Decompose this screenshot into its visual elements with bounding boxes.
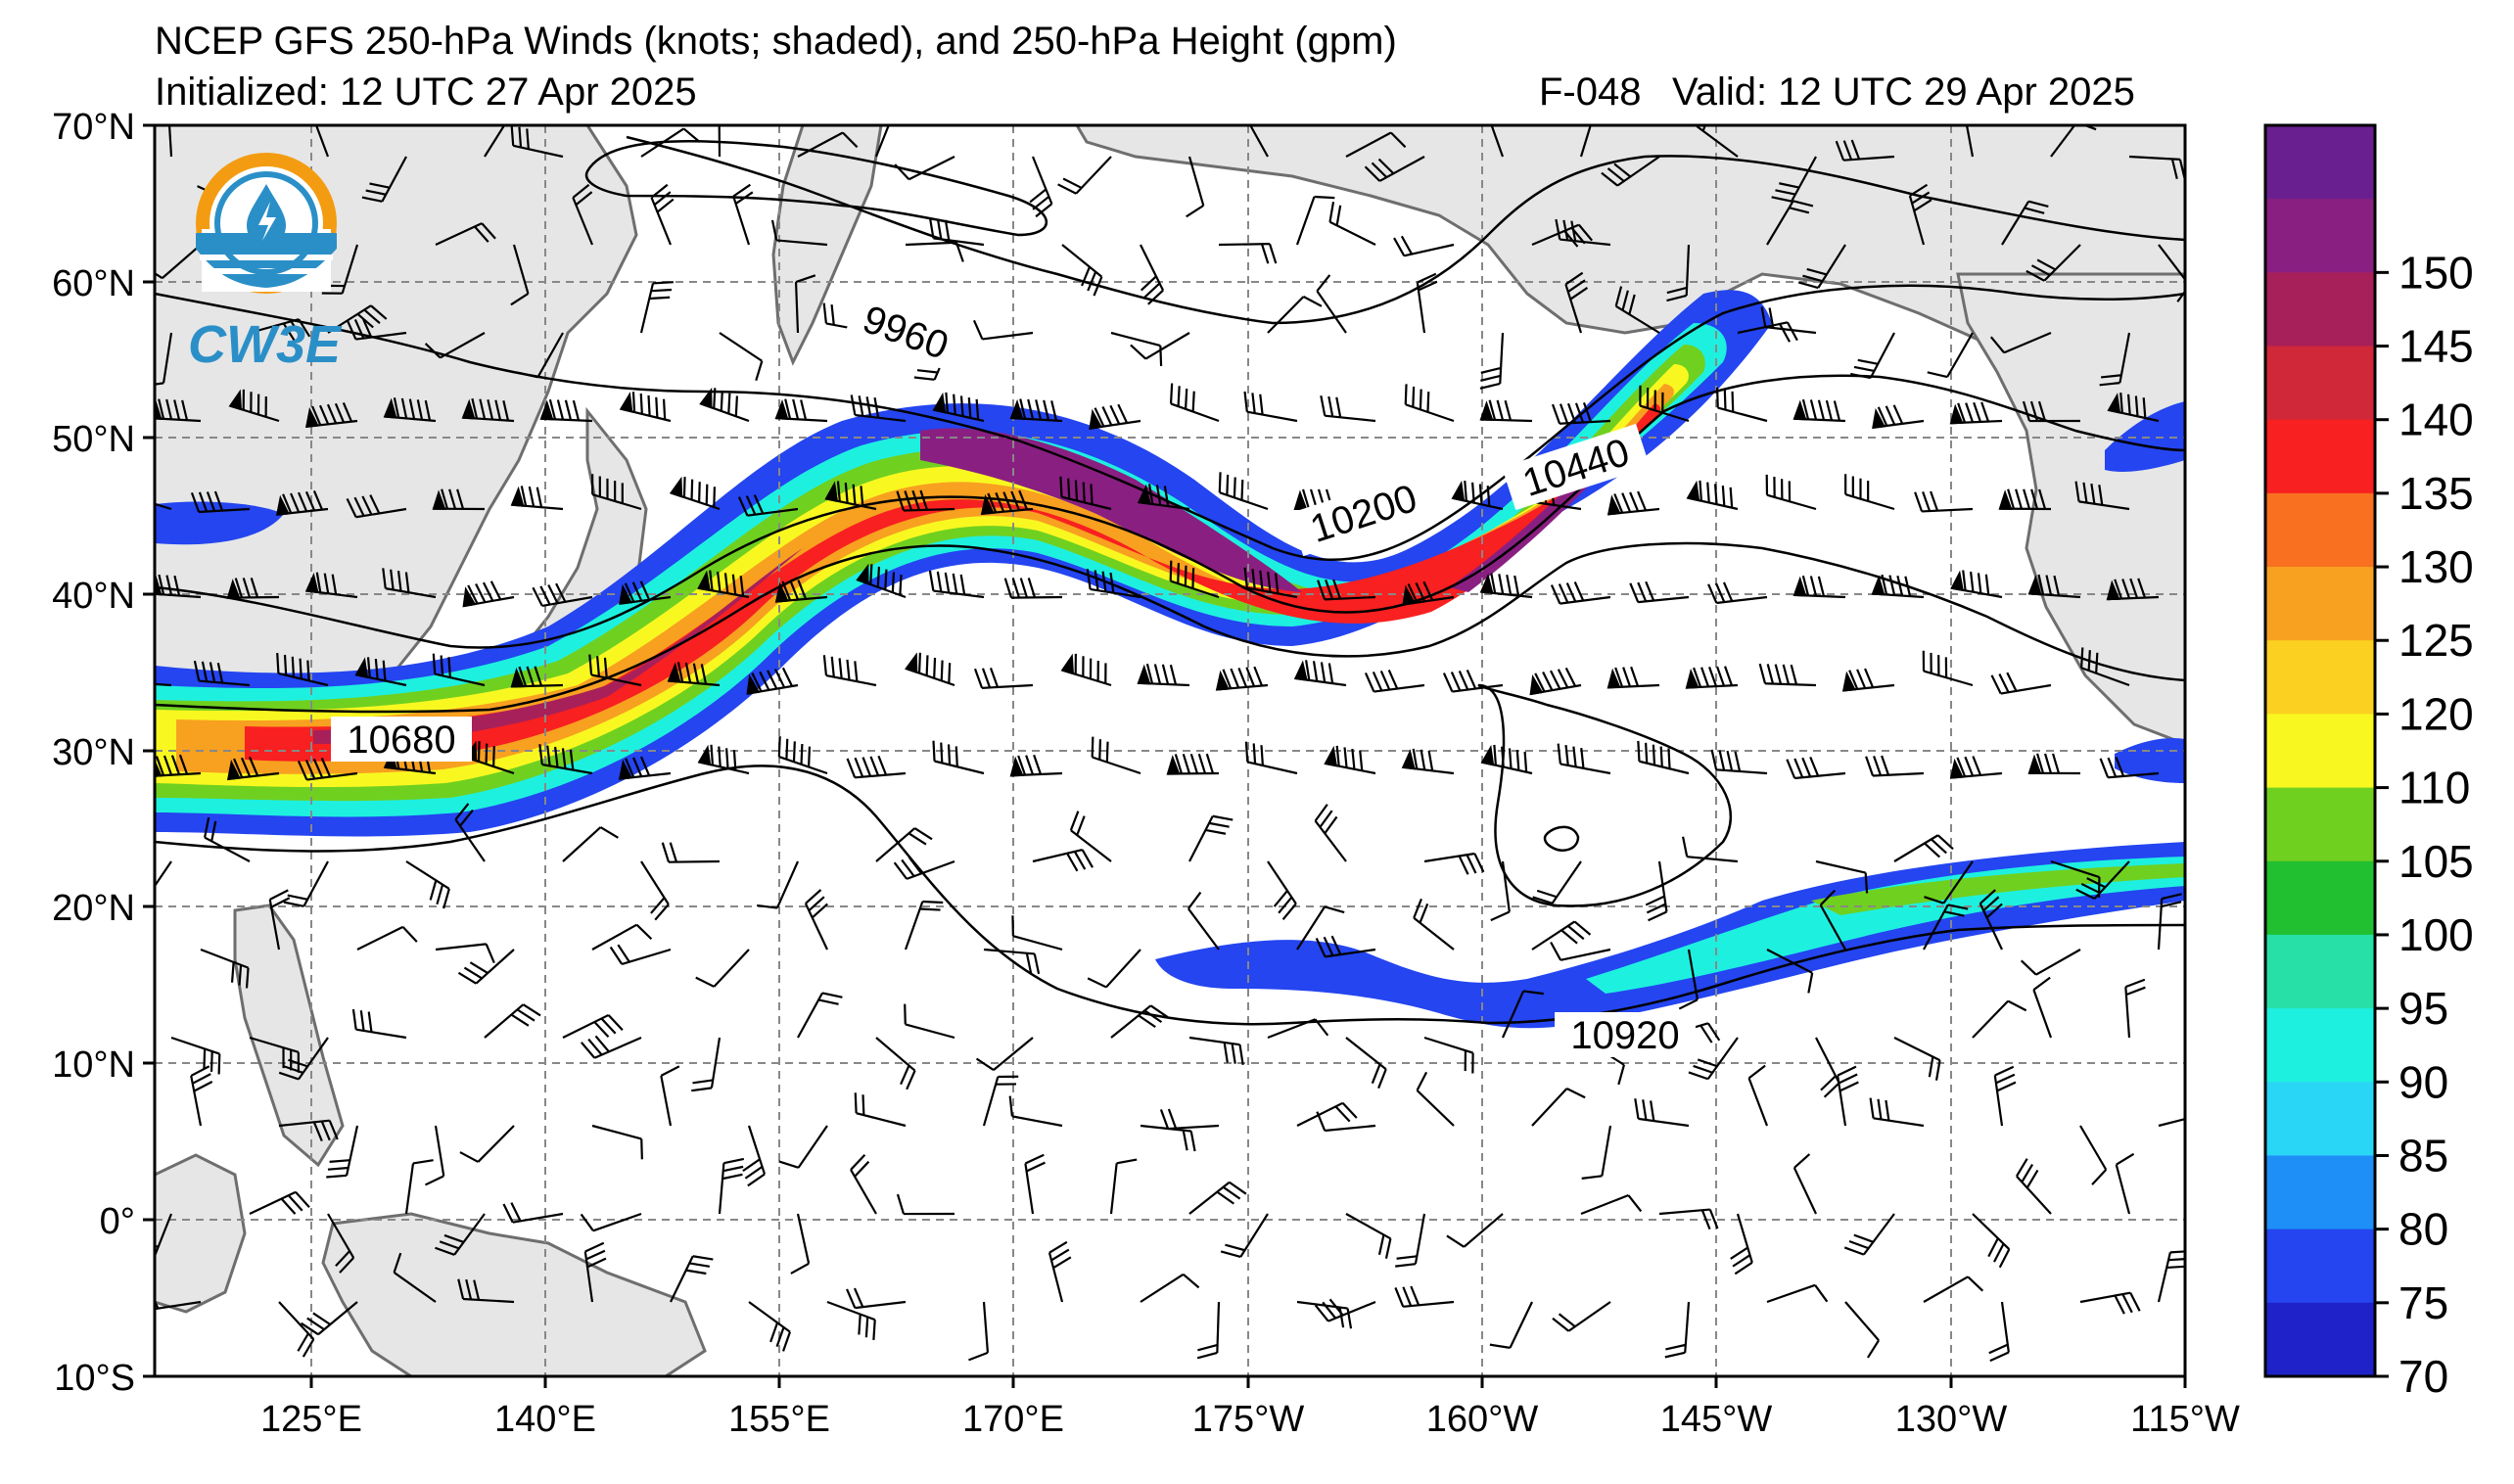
colorbar xyxy=(2265,125,2375,1377)
lat-label-20n: 20°N xyxy=(52,888,135,929)
colorbar-segment xyxy=(2265,1229,2375,1304)
colorbar-tick-label: 130 xyxy=(2398,541,2474,592)
colorbar-segment xyxy=(2265,567,2375,641)
lon-label-140e: 140°E xyxy=(494,1399,596,1440)
colorbar-ticks: 70 75 80 85 90 95 100 105 110 120 125 130 135 140 145 1… xyxy=(2375,247,2474,1402)
colorbar-tick-label: 90 xyxy=(2398,1056,2448,1107)
lon-label-160w: 160°W xyxy=(1426,1399,1539,1440)
lat-label-40n: 40°N xyxy=(52,576,135,617)
colorbar-segment xyxy=(2265,935,2375,1009)
colorbar-segment xyxy=(2265,272,2375,347)
colorbar-tick-label: 120 xyxy=(2398,688,2474,739)
contour-label-10680: 10680 xyxy=(347,719,455,762)
lat-label-60n: 60°N xyxy=(52,263,135,304)
lat-label-50n: 50°N xyxy=(52,419,135,460)
colorbar-segment xyxy=(2265,420,2375,494)
lon-label-130w: 130°W xyxy=(1895,1399,2008,1440)
colorbar-tick-label: 70 xyxy=(2398,1351,2448,1402)
colorbar-segment xyxy=(2265,861,2375,936)
colorbar-segment xyxy=(2265,199,2375,273)
cw3e-logo: CW3E xyxy=(188,153,343,374)
colorbar-tick-label: 75 xyxy=(2398,1277,2448,1328)
lon-label-170e: 170°E xyxy=(962,1399,1064,1440)
colorbar-tick-label: 125 xyxy=(2398,615,2474,666)
logo-text: CW3E xyxy=(188,315,343,374)
colorbar-tick-label: 150 xyxy=(2398,247,2474,298)
lon-label-145w: 145°W xyxy=(1660,1399,1773,1440)
colorbar-segment xyxy=(2265,1008,2375,1083)
colorbar-segment xyxy=(2265,1303,2375,1377)
lon-label-115w: 115°W xyxy=(2130,1399,2240,1440)
colorbar-segment xyxy=(2265,640,2375,715)
lat-label-10n: 10°N xyxy=(52,1044,135,1086)
colorbar-segment xyxy=(2265,788,2375,862)
colorbar-tick-label: 145 xyxy=(2398,321,2474,372)
colorbar-segment xyxy=(2265,1155,2375,1229)
colorbar-tick-label: 135 xyxy=(2398,468,2474,519)
colorbar-segment xyxy=(2265,714,2375,788)
lon-label-175w: 175°W xyxy=(1192,1399,1305,1440)
lat-label-0: 0° xyxy=(100,1201,135,1242)
colorbar-segment xyxy=(2265,347,2375,421)
colorbar-segment xyxy=(2265,493,2375,568)
contour-label-10920: 10920 xyxy=(1570,1014,1679,1057)
colorbar-tick-label: 100 xyxy=(2398,909,2474,960)
colorbar-tick-label: 140 xyxy=(2398,394,2474,445)
lat-label-10s: 10°S xyxy=(54,1358,135,1399)
lat-label-30n: 30°N xyxy=(52,732,135,773)
colorbar-tick-label: 110 xyxy=(2398,763,2470,813)
colorbar-tick-label: 85 xyxy=(2398,1130,2448,1181)
lon-label-155e: 155°E xyxy=(728,1399,830,1440)
colorbar-tick-label: 95 xyxy=(2398,983,2448,1034)
lon-label-125e: 125°E xyxy=(260,1399,362,1440)
lat-label-70n: 70°N xyxy=(52,107,135,148)
colorbar-tick-label: 105 xyxy=(2398,836,2474,887)
colorbar-tick-label: 80 xyxy=(2398,1204,2448,1255)
longitude-labels: 125°E 140°E 155°E 170°E 175°W 160°W 145°… xyxy=(260,1399,2240,1440)
latitude-labels: 70°N 60°N 50°N 40°N 30°N 20°N 10°N 0° 10… xyxy=(52,107,135,1399)
colorbar-segment xyxy=(2265,1082,2375,1156)
colorbar-segment xyxy=(2265,125,2375,200)
